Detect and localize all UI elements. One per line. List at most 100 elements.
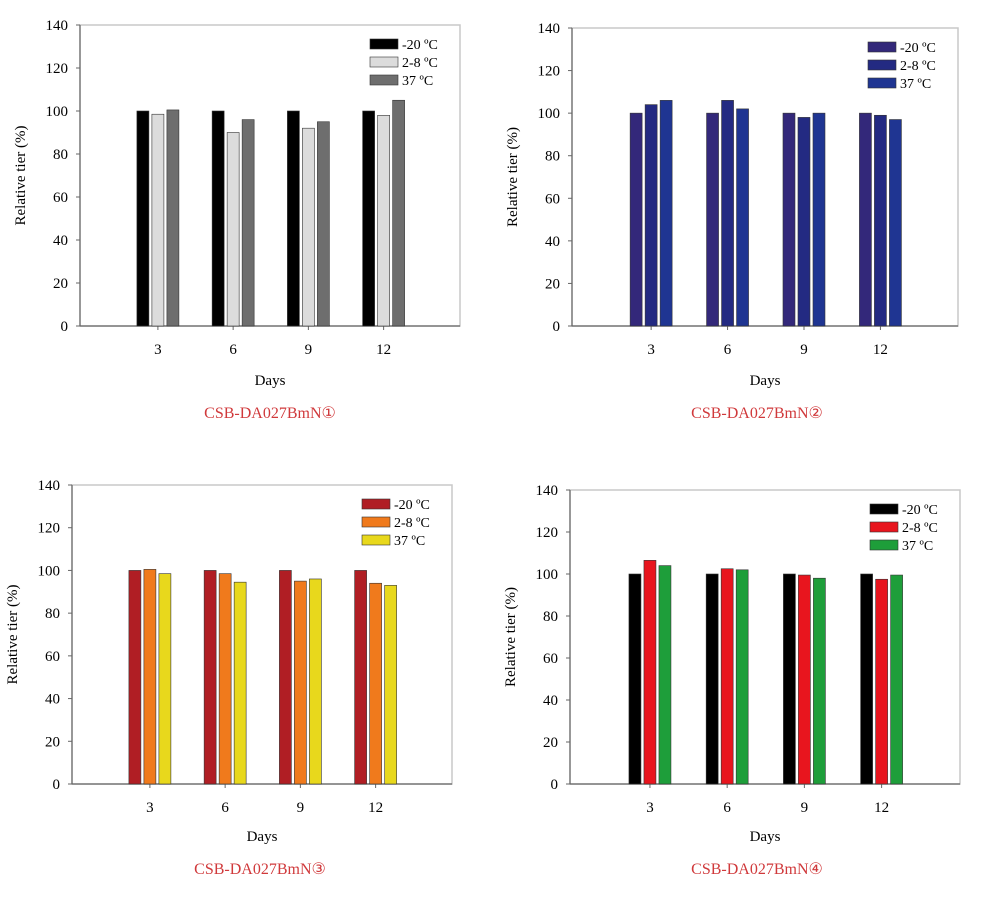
y-tick-label: 120 [538, 64, 561, 80]
legend-label: 2-8 ºC [900, 59, 936, 74]
x-tick-label: 12 [376, 342, 391, 358]
legend-swatch [867, 77, 897, 89]
bar--20C-day-3 [128, 570, 142, 785]
bar-37C-day-3 [158, 573, 172, 785]
legend: -20 ºC 2-8 ºC 37 ºC [361, 498, 430, 549]
legend-swatch [369, 38, 399, 50]
x-tick-label: 3 [154, 342, 162, 358]
legend-swatch [867, 41, 897, 53]
legend-label: 37 ºC [902, 539, 933, 554]
bar--20C-day-12 [362, 110, 375, 327]
chart-panel-3: 0 20 40 60 80 100 120 140 Relative tier (%) 3 6 9 12… [5, 478, 453, 845]
legend-swatch [361, 498, 391, 510]
y-tick-label: 140 [538, 21, 561, 37]
y-tick-label: 20 [545, 276, 560, 292]
x-tick-label: 3 [646, 800, 654, 816]
y-tick-label: 140 [46, 18, 69, 34]
bar--20C-day-3 [629, 112, 643, 327]
legend-label: -20 ºC [902, 503, 938, 518]
legend-label: -20 ºC [402, 38, 438, 53]
bar--20C-day-6 [211, 110, 225, 327]
y-tick-label: 20 [45, 734, 60, 750]
bar-2-8C-day-3 [143, 569, 157, 785]
bar-37C-day-6 [233, 581, 247, 785]
chart-caption: CSB-DA027BmN② [691, 405, 823, 422]
legend-swatch [867, 59, 897, 71]
bar-2-8C-day-9 [797, 117, 811, 327]
y-tick-label: 40 [45, 692, 60, 708]
legend-label: 2-8 ºC [902, 521, 938, 536]
x-axis-label: Days [750, 829, 781, 845]
bar-2-8C-day-12 [369, 582, 382, 785]
bar-2-8C-day-6 [226, 132, 240, 327]
bar-37C-day-3 [658, 565, 672, 785]
y-tick-label: 20 [53, 276, 68, 292]
legend-label: 2-8 ºC [394, 516, 430, 531]
bar-2-8C-day-3 [643, 560, 657, 785]
bar--20C-day-6 [705, 573, 719, 785]
y-tick-label: 0 [61, 319, 69, 335]
chart-caption: CSB-DA027BmN④ [691, 861, 823, 878]
y-tick-label: 0 [551, 777, 559, 793]
legend-swatch [869, 503, 899, 515]
bar-2-8C-day-12 [875, 578, 888, 785]
legend-label: 37 ºC [394, 534, 425, 549]
bar-37C-day-6 [241, 119, 255, 327]
chart-caption: CSB-DA027BmN① [204, 405, 336, 422]
y-tick-label: 60 [545, 191, 560, 207]
y-tick-label: 80 [45, 606, 60, 622]
legend-label: 37 ºC [402, 74, 433, 89]
legend: -20 ºC 2-8 ºC 37 ºC [867, 41, 936, 92]
bar-37C-day-9 [813, 577, 826, 785]
bar-37C-day-12 [890, 574, 903, 785]
legend-swatch [369, 56, 399, 68]
x-tick-label: 12 [873, 342, 888, 358]
x-axis-label: Days [255, 373, 286, 389]
legend-swatch [361, 516, 391, 528]
bar-2-8C-day-9 [302, 127, 315, 327]
x-tick-label: 9 [801, 800, 809, 816]
y-tick-label: 120 [38, 521, 61, 537]
legend-label: 2-8 ºC [402, 56, 438, 71]
bar--20C-day-6 [203, 570, 217, 785]
x-tick-label: 12 [874, 800, 889, 816]
y-axis-label: Relative tier (%) [505, 127, 521, 227]
bar-37C-day-6 [736, 108, 749, 327]
y-axis-label: Relative tier (%) [13, 126, 29, 226]
legend-swatch [361, 534, 391, 546]
bar-37C-day-3 [659, 100, 673, 327]
bar-37C-day-9 [309, 578, 322, 785]
x-tick-label: 6 [229, 342, 237, 358]
bar-2-8C-day-3 [644, 104, 658, 327]
y-tick-label: 80 [545, 149, 560, 165]
y-axis-label: Relative tier (%) [5, 585, 21, 685]
bar--20C-day-3 [136, 110, 150, 327]
bar--20C-day-3 [628, 573, 642, 785]
x-axis-label: Days [247, 829, 278, 845]
y-tick-label: 140 [38, 478, 61, 494]
bar-2-8C-day-9 [798, 574, 811, 785]
x-tick-label: 9 [297, 800, 305, 816]
legend-label: 37 ºC [900, 77, 931, 92]
x-tick-label: 12 [368, 800, 383, 816]
y-tick-label: 100 [38, 563, 61, 579]
x-tick-label: 3 [146, 800, 154, 816]
bar-2-8C-day-6 [218, 573, 232, 785]
bar-2-8C-day-12 [377, 115, 390, 327]
legend-label: -20 ºC [900, 41, 936, 56]
bar--20C-day-9 [287, 110, 300, 327]
chart-caption: CSB-DA027BmN③ [194, 861, 326, 878]
bar--20C-day-9 [279, 570, 292, 785]
y-tick-label: 0 [53, 777, 61, 793]
bar--20C-day-12 [859, 112, 872, 327]
bar--20C-day-9 [783, 573, 796, 785]
bar-37C-day-9 [317, 121, 330, 327]
y-tick-label: 100 [538, 106, 561, 122]
y-tick-label: 40 [53, 233, 68, 249]
y-tick-label: 140 [536, 483, 559, 499]
y-tick-label: 80 [543, 609, 558, 625]
chart-panel-2: 0 20 40 60 80 100 120 140 Relative tier (%) 3 6 9 12… [505, 21, 959, 389]
bar-37C-day-12 [392, 99, 405, 327]
y-tick-label: 0 [553, 319, 561, 335]
